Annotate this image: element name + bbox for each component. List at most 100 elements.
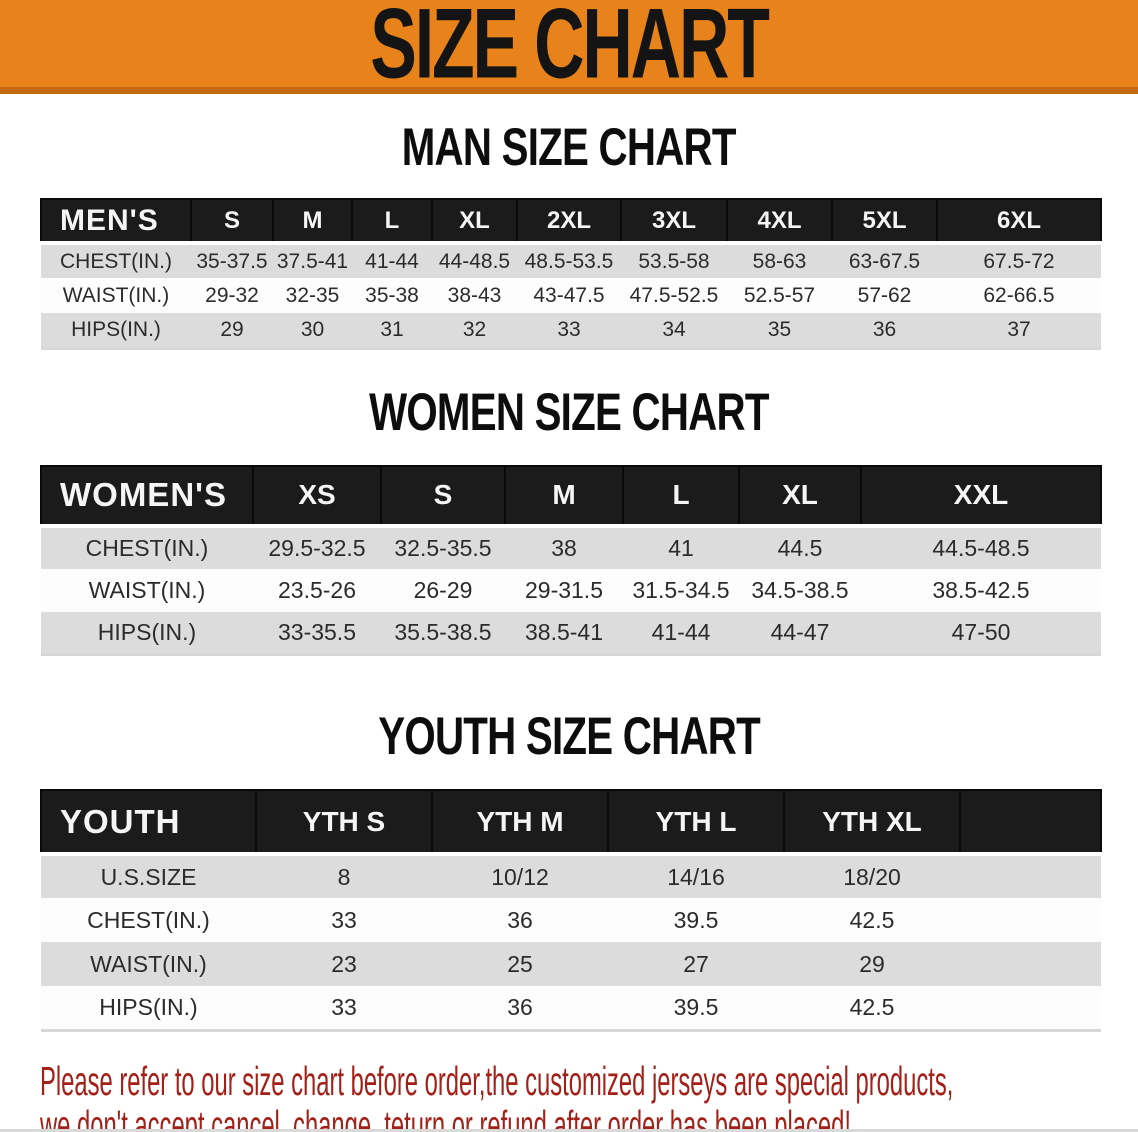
men-chest-row: CHEST(IN.) 35-37.5 37.5-41 41-44 44-48.5… bbox=[41, 243, 1101, 278]
men-col-l: L bbox=[351, 198, 433, 245]
cell: 67.5-72 bbox=[983, 249, 1055, 273]
disclaimer-line-2: we don't accept cancel, change, teturn o… bbox=[40, 1101, 851, 1132]
cell: 32.5-35.5 bbox=[394, 534, 492, 561]
men-header-row: MEN'S S M L XL 2XL 3XL 4XL 5XL 6XL bbox=[40, 198, 1102, 245]
cell: 52.5-57 bbox=[743, 283, 816, 307]
cell: 10/12 bbox=[491, 863, 549, 890]
cell: 27 bbox=[683, 950, 709, 977]
women-col-l: L bbox=[622, 464, 740, 528]
cell: 43-47.5 bbox=[533, 283, 605, 307]
cell: 26-29 bbox=[413, 576, 473, 603]
cell: 33-35.5 bbox=[253, 611, 381, 656]
cell: 42.5 bbox=[784, 986, 960, 1032]
men-col-xl: XL bbox=[431, 198, 518, 245]
cell: 39.5 bbox=[608, 986, 784, 1032]
men-col-2xl: 2XL bbox=[516, 198, 622, 245]
row-label: HIPS(IN.) bbox=[41, 986, 256, 1032]
youth-waist-row: WAIST(IN.) 23 25 27 29 bbox=[41, 942, 1101, 986]
women-waist-row: WAIST(IN.) 23.5-26 26-29 29-31.5 31.5-34… bbox=[41, 568, 1101, 612]
page-title: SIZE CHART bbox=[370, 0, 770, 100]
women-size-table: WOMEN'S XS S M L XL XXL CHEST(IN.) 29.5-… bbox=[40, 464, 1102, 656]
cell: 37.5-41 bbox=[276, 249, 349, 273]
cell: 38.5-41 bbox=[505, 611, 623, 656]
cell: 39.5 bbox=[673, 906, 719, 933]
cell: 41-44 bbox=[623, 611, 739, 656]
cell: 32 bbox=[432, 313, 517, 350]
disclaimer-text: Please refer to our size chart before or… bbox=[40, 1059, 1138, 1132]
women-col-xxl: XXL bbox=[860, 464, 1102, 528]
row-label: HIPS(IN.) bbox=[41, 611, 253, 656]
filler-cell bbox=[960, 898, 1101, 942]
cell: 23 bbox=[331, 950, 357, 977]
men-waist-row: WAIST(IN.) 29-32 32-35 35-38 38-43 43-47… bbox=[41, 278, 1101, 313]
cell: 48.5-53.5 bbox=[524, 249, 614, 273]
row-label: WAIST(IN.) bbox=[88, 576, 206, 603]
youth-header-row: YOUTH YTH S YTH M YTH L YTH XL bbox=[40, 789, 1102, 856]
cell: 35 bbox=[727, 313, 832, 350]
cell: 37 bbox=[937, 313, 1101, 350]
men-table-label: MEN'S bbox=[40, 198, 192, 245]
cell: 23.5-26 bbox=[277, 576, 356, 603]
cell: 62-66.5 bbox=[983, 283, 1055, 307]
cell: 35-37.5 bbox=[196, 249, 268, 273]
men-section-heading: MAN SIZE CHART bbox=[0, 121, 1138, 174]
women-hips-row: HIPS(IN.) 33-35.5 35.5-38.5 38.5-41 41-4… bbox=[41, 611, 1101, 656]
youth-section-heading: YOUTH SIZE CHART bbox=[0, 710, 1138, 763]
cell: 41-44 bbox=[365, 249, 419, 273]
cell: 31.5-34.5 bbox=[632, 576, 730, 603]
women-header-row: WOMEN'S XS S M L XL XXL bbox=[40, 464, 1102, 528]
row-label: CHEST(IN.) bbox=[85, 534, 209, 561]
row-label: CHEST(IN.) bbox=[60, 249, 172, 273]
cell: 35.5-38.5 bbox=[381, 611, 505, 656]
filler-cell bbox=[959, 789, 1102, 856]
size-chart-banner: SIZE CHART bbox=[0, 0, 1138, 94]
disclaimer-line-1: Please refer to our size chart before or… bbox=[40, 1057, 954, 1104]
men-section-heading-text: MAN SIZE CHART bbox=[402, 118, 737, 177]
cell: 42.5 bbox=[849, 906, 895, 933]
cell: 29.5-32.5 bbox=[268, 534, 366, 561]
cell: 25 bbox=[507, 950, 533, 977]
youth-col-s: YTH S bbox=[255, 789, 433, 856]
cell: 29 bbox=[859, 950, 885, 977]
women-chest-row: CHEST(IN.) 29.5-32.5 32.5-35.5 38 41 44.… bbox=[41, 525, 1101, 569]
cell: 33 bbox=[331, 906, 357, 933]
youth-section-heading-text: YOUTH SIZE CHART bbox=[378, 707, 760, 766]
cell: 31 bbox=[352, 313, 432, 350]
cell: 14/16 bbox=[667, 863, 725, 890]
youth-size-table: YOUTH YTH S YTH M YTH L YTH XL U.S.SIZE … bbox=[40, 789, 1102, 1032]
men-col-s: S bbox=[190, 198, 274, 245]
cell: 33 bbox=[256, 986, 432, 1032]
filler-cell bbox=[960, 942, 1101, 986]
cell: 47.5-52.5 bbox=[629, 283, 719, 307]
cell: 32-35 bbox=[285, 283, 340, 307]
cell: 36 bbox=[832, 313, 937, 350]
women-col-m: M bbox=[504, 464, 624, 528]
cell: 38-43 bbox=[447, 283, 502, 307]
row-label: WAIST(IN.) bbox=[62, 283, 170, 307]
women-col-s: S bbox=[380, 464, 506, 528]
cell: 44.5-48.5 bbox=[932, 534, 1030, 561]
men-col-5xl: 5XL bbox=[831, 198, 938, 245]
cell: 63-67.5 bbox=[848, 249, 921, 273]
youth-chest-row: CHEST(IN.) 33 36 39.5 42.5 bbox=[41, 898, 1101, 942]
row-label: CHEST(IN.) bbox=[87, 906, 210, 933]
youth-col-l: YTH L bbox=[607, 789, 785, 856]
youth-hips-row: HIPS(IN.) 33 36 39.5 42.5 bbox=[41, 986, 1101, 1032]
cell: 36 bbox=[507, 906, 533, 933]
women-section-heading: WOMEN SIZE CHART bbox=[0, 386, 1138, 439]
men-hips-row: HIPS(IN.) 29 30 31 32 33 34 35 36 37 bbox=[41, 313, 1101, 350]
cell: 44-47 bbox=[739, 611, 861, 656]
women-section-heading-text: WOMEN SIZE CHART bbox=[369, 382, 769, 442]
cell: 36 bbox=[432, 986, 608, 1032]
cell: 38 bbox=[551, 534, 577, 561]
cell: 34 bbox=[621, 313, 727, 350]
youth-table-label: YOUTH bbox=[40, 789, 257, 856]
cell: 8 bbox=[337, 863, 351, 890]
cell: 44.5 bbox=[777, 534, 823, 561]
cell: 35-38 bbox=[365, 283, 419, 307]
cell: 58-63 bbox=[752, 249, 807, 273]
cell: 33 bbox=[517, 313, 621, 350]
cell: 38.5-42.5 bbox=[932, 576, 1030, 603]
youth-col-m: YTH M bbox=[431, 789, 609, 856]
men-col-m: M bbox=[272, 198, 353, 245]
